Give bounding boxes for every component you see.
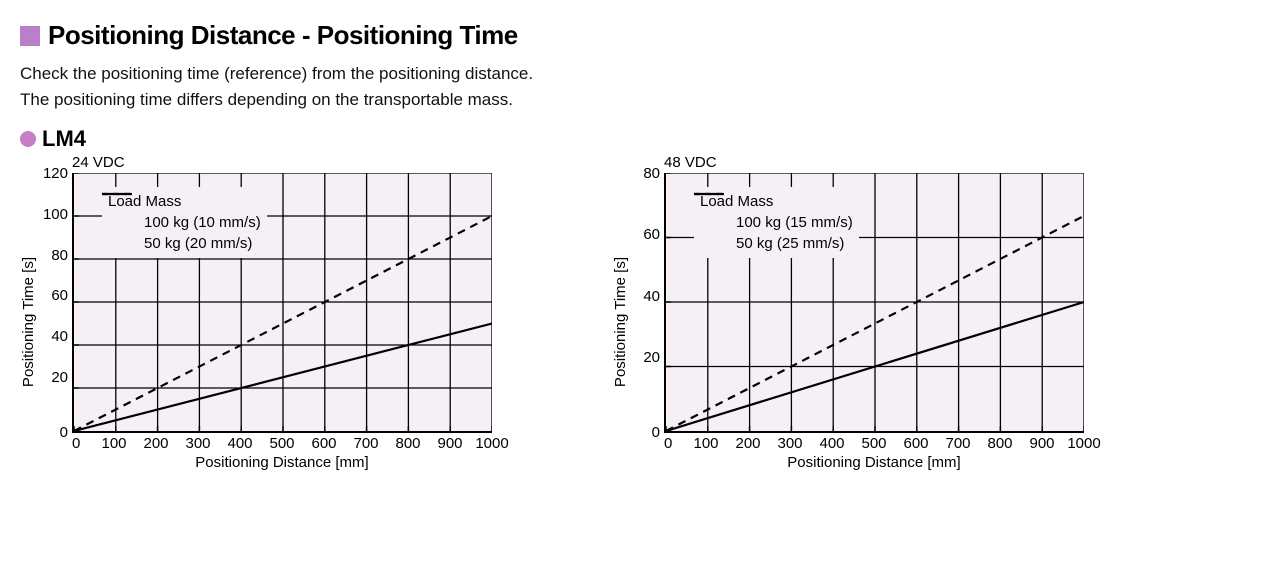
y-tick-label: 60 [643, 227, 660, 242]
chart-legend: Load Mass100 kg (10 mm/s)50 kg (20 mm/s) [102, 187, 267, 258]
y-tick-label: 100 [43, 207, 68, 222]
y-tick-label: 0 [652, 425, 660, 440]
legend-swatch-icon [108, 237, 138, 251]
y-tick-label: 20 [51, 370, 68, 385]
y-tick-label: 20 [643, 350, 660, 365]
y-tick-label: 60 [51, 288, 68, 303]
subsection-title: LM4 [42, 126, 86, 152]
plot-area: Load Mass100 kg (10 mm/s)50 kg (20 mm/s) [72, 173, 492, 433]
chart-supertitle: 48 VDC [664, 154, 1084, 171]
y-tick-label: 80 [51, 248, 68, 263]
y-ticks: 120100806040200 [40, 173, 72, 433]
y-axis-label: Positioning Time [s] [612, 257, 629, 387]
x-axis-label: Positioning Distance [mm] [72, 454, 492, 471]
page-title: Positioning Distance - Positioning Time [48, 20, 518, 51]
x-ticks: 01002003004005006007008009001000 [664, 435, 1084, 452]
subsection-header: LM4 [20, 126, 1260, 152]
y-tick-label: 80 [643, 166, 660, 181]
description-line1: Check the positioning time (reference) f… [20, 64, 533, 83]
x-axis-label: Positioning Distance [mm] [664, 454, 1084, 471]
legend-item: 50 kg (20 mm/s) [108, 233, 261, 254]
legend-swatch-icon [700, 237, 730, 251]
y-tick-label: 120 [43, 166, 68, 181]
page-header: Positioning Distance - Positioning Time [20, 20, 1260, 51]
charts-container: 24 VDC Positioning Time [s] 120 100 80 60 40 20… [20, 154, 1260, 471]
square-bullet-icon [20, 26, 40, 46]
y-tick-label: 40 [51, 329, 68, 344]
chart-supertitle: 24 VDC [72, 154, 492, 171]
chart-legend: Load Mass100 kg (15 mm/s)50 kg (25 mm/s) [694, 187, 859, 258]
chart-48vdc: 48 VDC Positioning Time [s] 80 60 40 20 0 Load … [612, 154, 1084, 471]
y-tick-label: 0 [60, 425, 68, 440]
x-ticks: 01002003004005006007008009001000 [72, 435, 492, 452]
chart-wrap: Positioning Time [s]806040200Load Mass10… [612, 173, 1084, 471]
legend-item: 50 kg (25 mm/s) [700, 233, 853, 254]
y-tick-label: 40 [643, 289, 660, 304]
chart-wrap: Positioning Time [s]120100806040200Load … [20, 173, 492, 471]
plot-area: Load Mass100 kg (15 mm/s)50 kg (25 mm/s) [664, 173, 1084, 433]
description-text: Check the positioning time (reference) f… [20, 61, 1260, 112]
y-ticks: 806040200 [632, 173, 664, 433]
description-line2: The positioning time differs depending o… [20, 90, 513, 109]
chart-24vdc: 24 VDC Positioning Time [s] 120 100 80 60 40 20… [20, 154, 492, 471]
y-axis-label: Positioning Time [s] [20, 257, 37, 387]
circle-bullet-icon [20, 131, 36, 147]
